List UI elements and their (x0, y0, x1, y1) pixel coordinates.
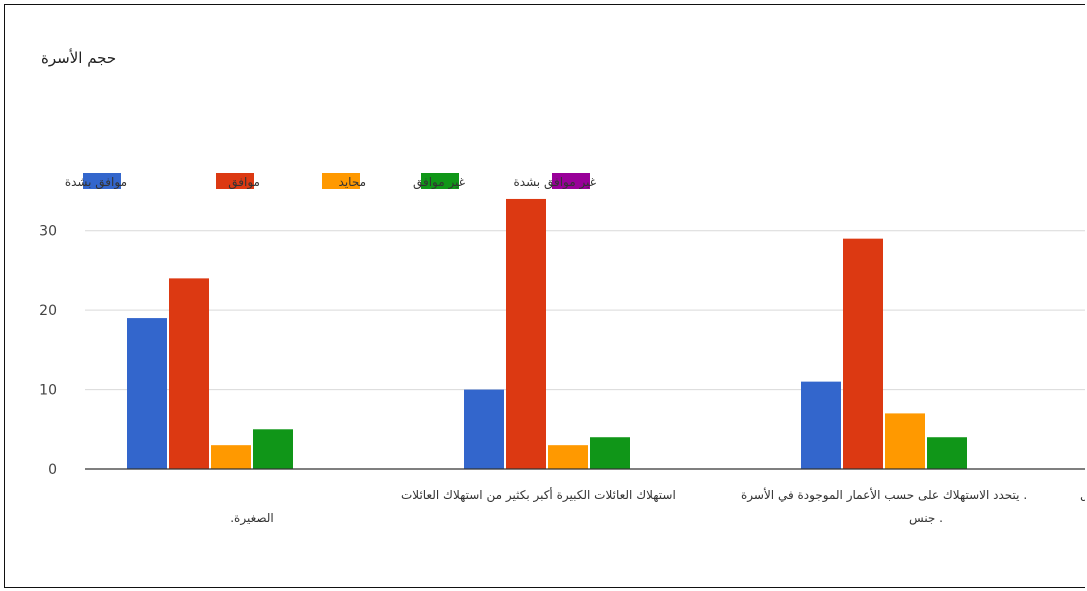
bar (253, 429, 293, 469)
bar (211, 445, 251, 469)
y-tick-label: 30 (39, 224, 57, 240)
bar-chart: 0 10 20 30 استهلاك العائلات الكبيرة أكبر بكث… (39, 173, 1085, 526)
y-tick-label: 20 (39, 303, 57, 319)
bar (169, 278, 209, 469)
category-label: . يتحدد الاستهلاك على حسب الأعمار الموجو… (741, 487, 1027, 503)
bar (843, 238, 883, 469)
legend-swatch (552, 173, 590, 189)
bar (127, 318, 167, 469)
legend-label: محايد (339, 175, 366, 189)
bar (927, 437, 967, 469)
legend-label: موافق بشدة (65, 175, 127, 190)
bar (590, 437, 630, 469)
legend-label: موافق (228, 175, 260, 190)
y-tick-label: 0 (48, 462, 57, 478)
category-label-line2: . جنس (909, 511, 943, 526)
legend-label: غير موافق بشدة (514, 175, 596, 190)
y-tick-label: 10 (39, 383, 57, 399)
bar (801, 381, 841, 469)
category-label: يتفاوت استهلاك الإناث و الذكور على حسب م… (1080, 488, 1085, 503)
bar (885, 413, 925, 469)
bar (548, 445, 588, 469)
bar (464, 389, 504, 469)
legend-swatch (83, 173, 121, 189)
bar (506, 198, 546, 469)
chart-title: حجم الأسرة (41, 49, 117, 67)
legend-swatch (322, 173, 360, 189)
category-label: استهلاك العائلات الكبيرة أكبر بكثير من ا… (401, 487, 676, 503)
legend-label: غير موافق (413, 175, 465, 190)
legend-swatch (421, 173, 459, 189)
chart-frame: حجم الأسرة 0 10 20 30 استهلاك العائلات الكبي… (4, 4, 1085, 588)
category-label-line2: الصغيرة. (230, 511, 274, 526)
legend-swatch (216, 173, 254, 189)
